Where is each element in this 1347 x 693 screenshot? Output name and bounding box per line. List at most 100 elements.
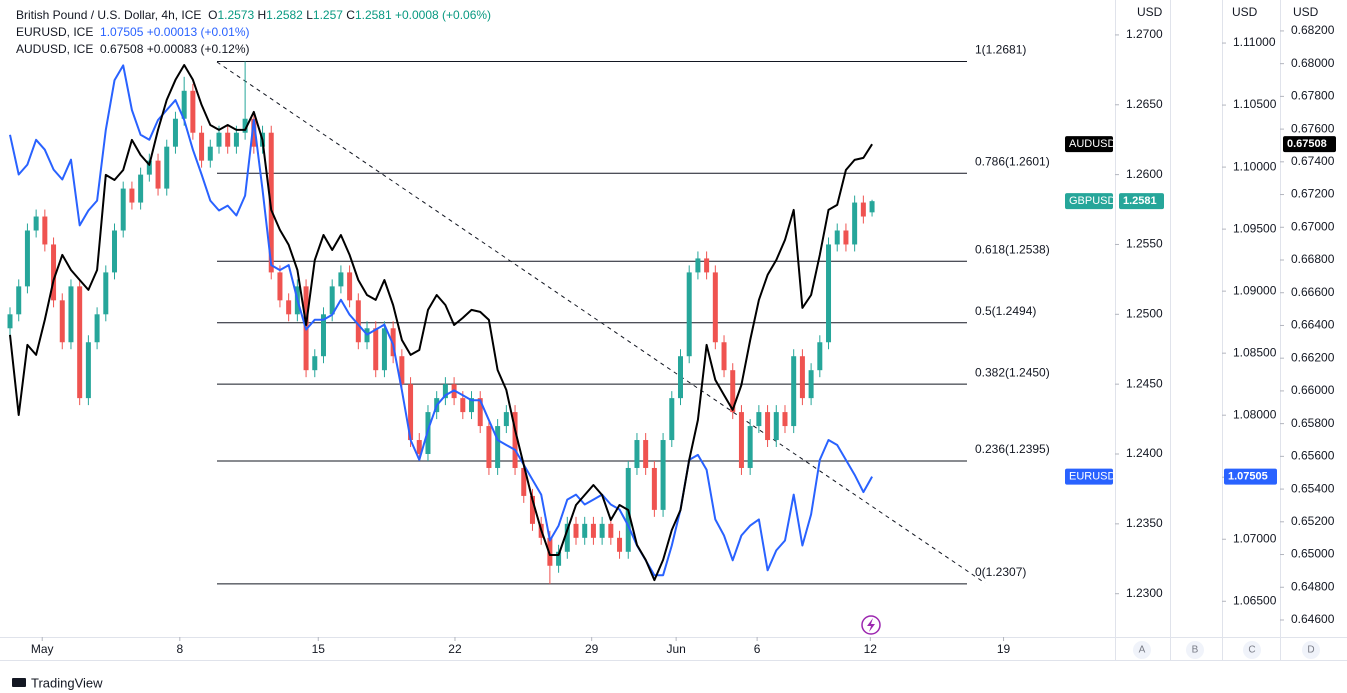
axis-unit: USD [1232,5,1258,19]
candle-body [852,202,858,245]
x-tick-label: 19 [997,642,1011,656]
candle-body [442,384,448,399]
axis-button[interactable] [1133,641,1151,659]
candle-body [738,412,744,468]
candle-body [660,440,666,510]
fib-label: 0.786(1.2601) [975,154,1050,168]
candle-body [860,202,866,217]
fib-label: 1(1.2681) [975,43,1026,57]
candle-body [634,440,640,468]
symbol-tag-bg [1065,193,1113,210]
candle-body [782,412,788,427]
candle-body [329,286,335,315]
candle-body [155,160,161,189]
legend-line: British Pound / U.S. Dollar, 4h, ICE O1.… [16,8,491,22]
axis-button-label[interactable]: B [1192,645,1199,656]
candle-body [338,272,344,287]
candle-body [112,230,118,273]
price-tag: 0.67508 [1287,138,1327,150]
candle-body [16,286,22,315]
legend-value: 1.2582 [266,8,303,22]
axis-unit: USD [1293,5,1319,19]
y-tick-label: 0.66000 [1291,383,1335,397]
x-tick-label: 12 [864,642,878,656]
legend-change: +0.00083 (+0.12%) [146,42,250,56]
axis-button-label[interactable]: A [1139,645,1146,656]
axis-button[interactable] [1302,641,1320,659]
legend-value: 0.67508 [100,42,144,56]
fib-label: 0.5(1.2494) [975,304,1036,318]
y-tick-label: 1.10000 [1233,159,1277,173]
legend-letter: O [208,8,218,22]
legend-value: 1.2573 [217,8,255,22]
candle-body [503,412,509,427]
candle-body [669,398,675,441]
candle-body [103,272,109,315]
candle-body [216,132,222,147]
y-tick-label: 1.10500 [1233,97,1277,111]
legend-name: British Pound / U.S. Dollar, 4h, ICE [16,8,202,22]
candle-body [556,551,562,566]
candle-body [747,426,753,468]
candle-body [33,216,39,231]
candle-body [521,467,527,496]
legend-name: AUDUSD, ICE [16,42,94,56]
brand-logo [12,678,26,687]
candle-body [251,118,257,147]
legend-name: EURUSD, ICE [16,25,94,39]
candle-body [312,356,318,371]
candle-body [94,314,100,343]
x-tick-label: Jun [666,642,685,656]
alert-icon[interactable] [861,615,881,635]
x-tick-label: 15 [312,642,326,656]
candle-body [477,398,483,427]
x-tick-label: 29 [585,642,599,656]
candle-body [643,440,649,468]
fib-label: 0.618(1.2538) [975,242,1050,256]
candle-body [651,467,657,510]
y-tick-label: 1.08000 [1233,407,1277,421]
candle-body [146,160,152,175]
y-tick-label: 1.2700 [1126,27,1163,41]
alert-bolt[interactable] [867,618,875,632]
candle-body [399,356,405,385]
y-tick-label: 0.66400 [1291,318,1335,332]
x-tick-label: May [31,642,54,656]
candle-body [704,258,710,273]
candle-body [590,523,596,538]
legend-letter: L [306,8,313,22]
candle-body [808,370,814,399]
y-tick-label: 0.66800 [1291,252,1335,266]
y-tick-label: 1.2400 [1126,446,1163,460]
x-tick-label: 8 [176,642,183,656]
y-tick-label: 0.65400 [1291,481,1335,495]
candle-body [59,300,65,343]
candle-body [181,90,187,119]
candle-body [826,244,832,343]
candle-body [355,300,361,343]
legend-letter: H [257,8,267,22]
candle-body [834,230,840,245]
axis-button-label[interactable]: C [1248,645,1255,656]
axis-button[interactable] [1186,641,1204,659]
y-tick-label: 0.66200 [1291,350,1335,364]
y-tick-label: 1.2500 [1126,306,1163,320]
candle-body [347,272,353,301]
y-tick-label: 1.09500 [1233,221,1277,235]
candle-body [416,440,422,455]
axis-button-label[interactable]: D [1307,645,1314,656]
candle-body [408,384,414,441]
series-line [9,64,873,577]
axis-unit: USD [1137,5,1163,19]
candle-body [24,230,30,287]
candle-body [51,244,57,301]
legend-value: 1.257 [312,8,343,22]
axis-button[interactable] [1243,641,1261,659]
y-tick-label: 0.66600 [1291,285,1335,299]
candle-body [277,272,283,301]
symbol-tag: GBPUSD [1069,195,1116,207]
legend-letter: C [346,8,355,22]
y-tick-label: 1.08500 [1233,345,1277,359]
x-tick-label: 22 [448,642,462,656]
